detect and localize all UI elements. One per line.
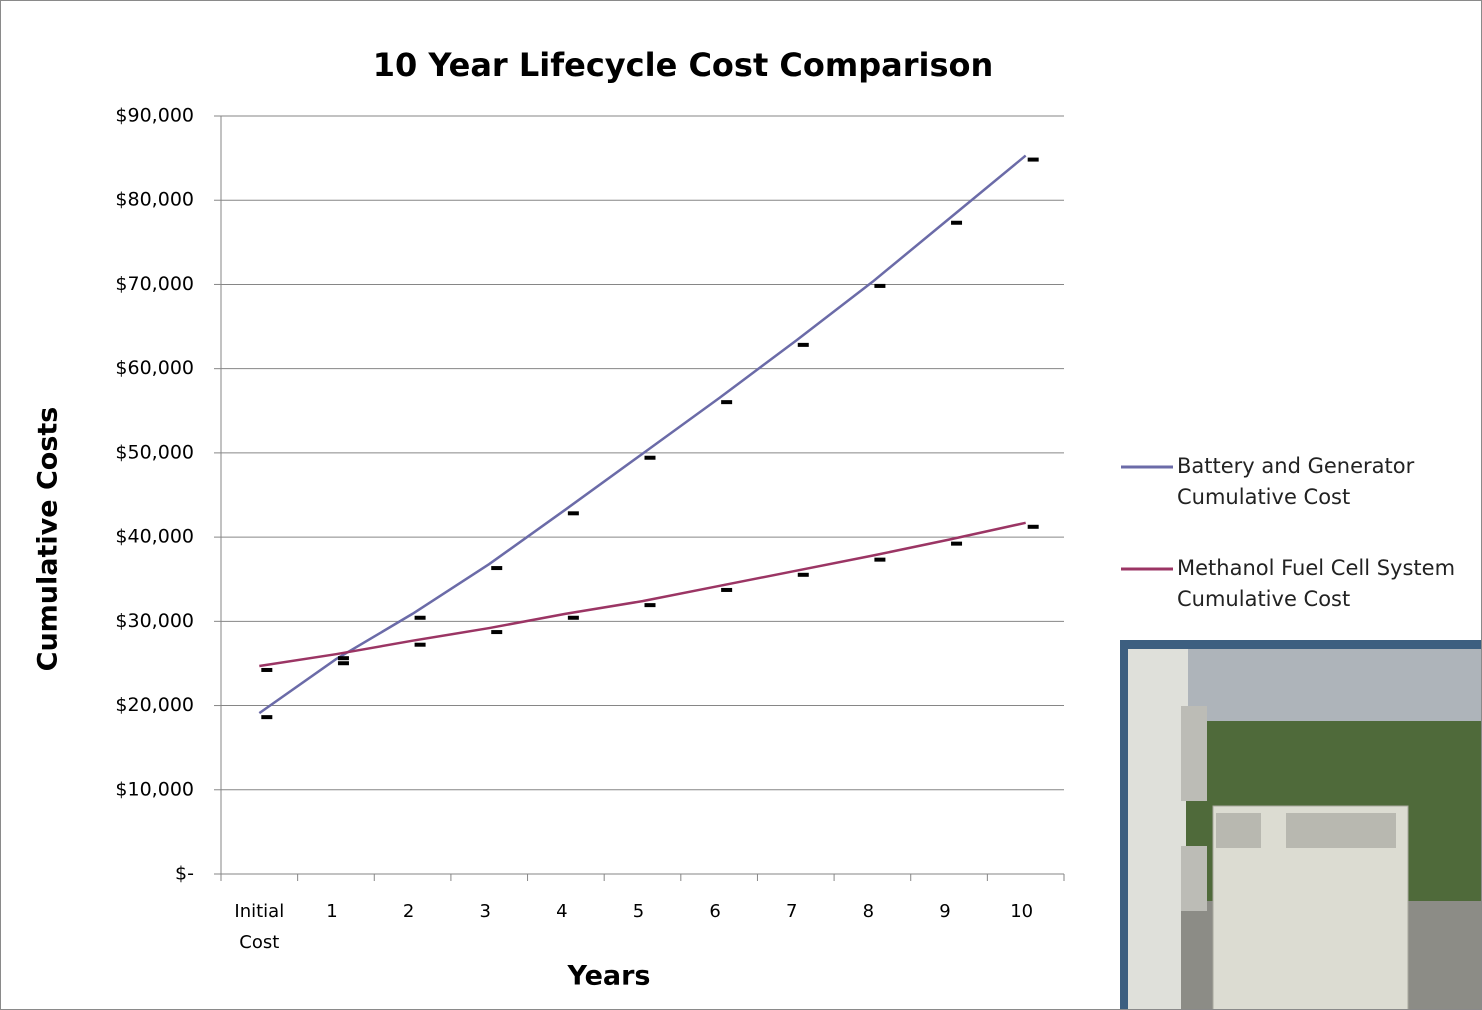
chart-container: 10 Year Lifecycle Cost Comparison Years … bbox=[0, 0, 1482, 1010]
point-marker bbox=[415, 643, 426, 647]
x-tick-label: 2 bbox=[371, 896, 447, 927]
point-marker bbox=[261, 668, 272, 672]
y-tick-label: $20,000 bbox=[115, 694, 194, 716]
point-marker bbox=[1028, 525, 1039, 529]
y-tick-label: $- bbox=[175, 863, 194, 885]
point-marker bbox=[338, 661, 349, 665]
y-tick-label: $50,000 bbox=[115, 441, 194, 463]
y-tick-label: $70,000 bbox=[115, 273, 194, 295]
x-tick-label: 10 bbox=[984, 896, 1060, 927]
x-tick-label: 7 bbox=[754, 896, 830, 927]
x-tick-label: 9 bbox=[907, 896, 983, 927]
y-tick-label: $40,000 bbox=[115, 526, 194, 548]
y-tick-label: $10,000 bbox=[115, 778, 194, 800]
photo bbox=[1120, 640, 1481, 1009]
x-axis-title: Years bbox=[567, 961, 651, 992]
point-marker bbox=[874, 284, 885, 288]
point-marker bbox=[491, 630, 502, 634]
y-tick-label: $90,000 bbox=[115, 105, 194, 127]
legend-label: Battery and Generator Cumulative Cost bbox=[1177, 451, 1477, 513]
x-tick-label: 8 bbox=[830, 896, 906, 927]
x-tick-label: 3 bbox=[447, 896, 523, 927]
point-marker bbox=[261, 715, 272, 719]
point-marker bbox=[951, 542, 962, 546]
series-line bbox=[259, 156, 1025, 714]
y-tick-label: $30,000 bbox=[115, 610, 194, 632]
point-marker bbox=[645, 456, 656, 460]
point-marker bbox=[798, 573, 809, 577]
x-tick-label: 4 bbox=[524, 896, 600, 927]
chart-title: 10 Year Lifecycle Cost Comparison bbox=[373, 46, 994, 84]
x-tick-label: 6 bbox=[677, 896, 753, 927]
point-marker bbox=[1028, 158, 1039, 162]
point-marker bbox=[568, 511, 579, 515]
point-marker bbox=[338, 656, 349, 660]
point-marker bbox=[874, 558, 885, 562]
point-marker bbox=[415, 616, 426, 620]
x-tick-label: 1 bbox=[294, 896, 370, 927]
point-marker bbox=[568, 616, 579, 620]
y-axis-title: Cumulative Costs bbox=[33, 407, 64, 672]
point-marker bbox=[491, 566, 502, 570]
series-line bbox=[259, 523, 1025, 666]
y-tick-label: $80,000 bbox=[115, 189, 194, 211]
point-marker bbox=[721, 400, 732, 404]
x-tick-label: Initial Cost bbox=[221, 896, 297, 958]
legend-label: Methanol Fuel Cell System Cumulative Cos… bbox=[1177, 553, 1477, 615]
x-tick-label: 5 bbox=[601, 896, 677, 927]
point-marker bbox=[951, 221, 962, 225]
y-tick-label: $60,000 bbox=[115, 357, 194, 379]
point-marker bbox=[798, 343, 809, 347]
point-marker bbox=[721, 588, 732, 592]
point-marker bbox=[645, 603, 656, 607]
